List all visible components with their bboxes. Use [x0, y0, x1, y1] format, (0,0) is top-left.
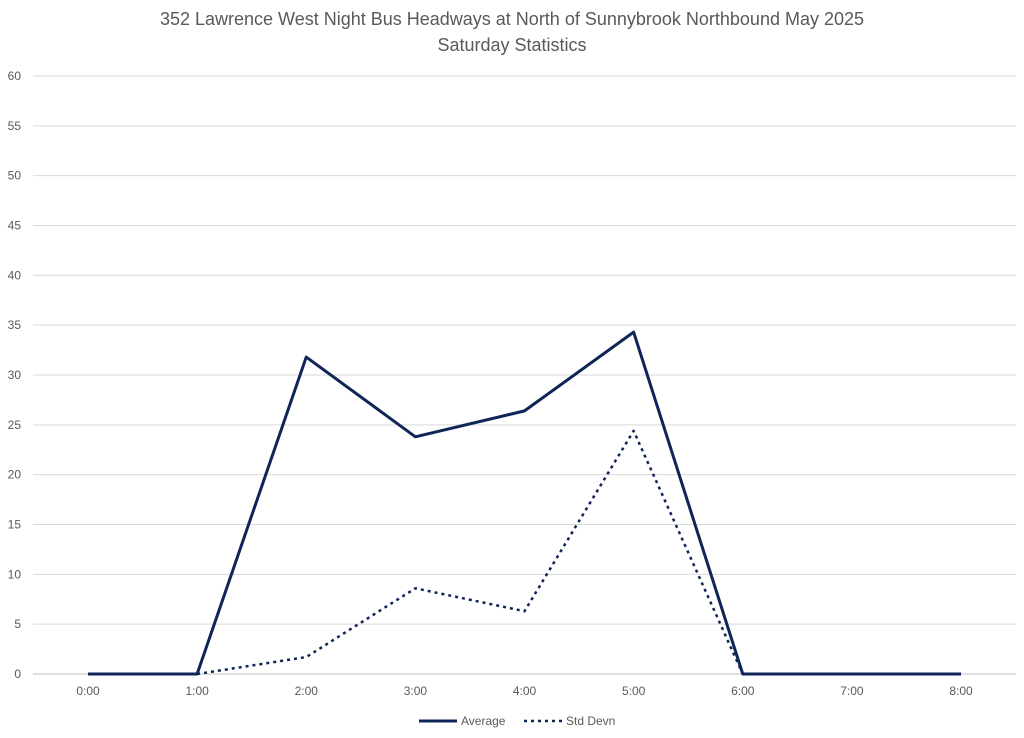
x-tick-label: 5:00	[622, 684, 646, 698]
y-tick-label: 25	[8, 418, 22, 432]
legend-label-1: Std Devn	[566, 714, 615, 728]
x-tick-label: 8:00	[949, 684, 973, 698]
y-tick-label: 15	[8, 518, 22, 532]
x-tick-label: 3:00	[404, 684, 428, 698]
x-tick-label: 1:00	[185, 684, 209, 698]
y-tick-label: 30	[8, 368, 22, 382]
y-tick-label: 10	[8, 567, 22, 581]
y-tick-label: 60	[8, 69, 22, 83]
x-tick-label: 0:00	[76, 684, 100, 698]
legend-label-0: Average	[461, 714, 506, 728]
y-tick-label: 35	[8, 318, 22, 332]
y-tick-label: 55	[8, 119, 22, 133]
chart-title: 352 Lawrence West Night Bus Headways at …	[159, 9, 865, 29]
x-tick-label: 4:00	[513, 684, 537, 698]
x-tick-label: 7:00	[840, 684, 864, 698]
x-tick-label: 6:00	[731, 684, 755, 698]
y-tick-label: 50	[8, 169, 22, 183]
y-tick-label: 5	[14, 617, 21, 631]
chart-title-block: 352 Lawrence West Night Bus Headways at …	[0, 6, 1024, 58]
y-tick-label: 20	[8, 468, 22, 482]
y-tick-label: 40	[8, 268, 22, 282]
series-line-0	[88, 330, 961, 676]
series-line-1	[196, 429, 744, 676]
y-tick-label: 45	[8, 219, 22, 233]
chart-subtitle: Saturday Statistics	[437, 35, 587, 55]
y-tick-label: 0	[14, 667, 21, 681]
x-tick-label: 2:00	[295, 684, 319, 698]
